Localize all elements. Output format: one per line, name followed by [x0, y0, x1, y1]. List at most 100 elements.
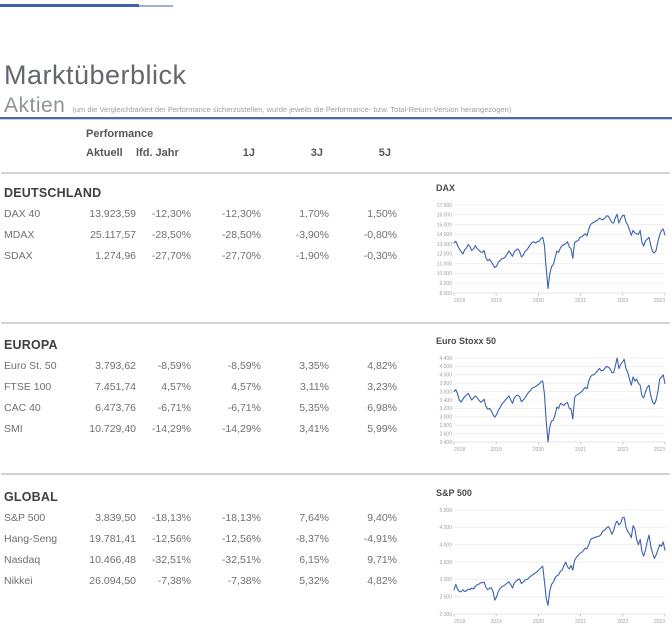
svg-text:3.200: 3.200	[439, 406, 452, 412]
cell-value: 7.451,74	[95, 381, 136, 393]
cell-value: 9,71%	[367, 554, 397, 566]
svg-text:2022: 2022	[617, 298, 628, 304]
svg-text:2021: 2021	[575, 447, 586, 453]
cell-value: 3,11%	[300, 381, 329, 393]
table-row: MDAX 25.117,57 -28,50% -28,50% -3,90% -0,80%	[4, 229, 404, 250]
index-label: Euro St. 50	[4, 360, 57, 372]
column-header-5j: 5J	[378, 147, 391, 159]
svg-text:17.000: 17.000	[437, 203, 453, 209]
header-accent-bar	[0, 4, 139, 7]
svg-text:2.000: 2.000	[439, 612, 452, 618]
cell-value: 13.923,59	[89, 208, 136, 220]
svg-text:2023: 2023	[654, 447, 665, 453]
chart-title-dax: DAX	[436, 183, 456, 193]
table-row: SDAX 1.274,96 -27,70% -27,70% -1,90% -0,30%	[4, 250, 404, 271]
cell-value: -4,91%	[363, 533, 397, 545]
cell-value: -12,56%	[221, 533, 261, 545]
table-row: Hang-Seng 19.781,41 -12,56% -12,56% -8,37% -4…	[4, 533, 404, 554]
svg-text:9.000: 9.000	[439, 281, 452, 287]
cell-value: 3.793,62	[95, 360, 136, 372]
header-accent-bar-light	[139, 5, 173, 7]
chart-line	[453, 516, 666, 606]
index-label: CAC 40	[4, 402, 41, 414]
index-label: FTSE 100	[4, 381, 52, 393]
cell-value: -8,59%	[157, 360, 191, 372]
divider	[1, 322, 670, 324]
section-note: (um die Vergleichbarkeit der Performance…	[72, 105, 512, 114]
cell-value: 1.274,96	[95, 250, 136, 262]
table-row: SMI 10.729,40 -14,29% -14,29% 3,41% 5,99%	[4, 423, 404, 444]
cell-value: 10.466,48	[89, 554, 136, 566]
cell-value: 4,57%	[161, 381, 191, 393]
euro-stoxx-line-chart: 4.400 4.200 4.000 3.800 3.600 3.400 3.200 3.000…	[439, 356, 666, 453]
cell-value: 4,57%	[231, 381, 261, 393]
cell-value: -0,30%	[363, 250, 397, 262]
cell-value: 1,70%	[299, 208, 329, 220]
cell-value: -7,38%	[157, 575, 191, 587]
svg-text:4.500: 4.500	[439, 525, 452, 531]
cell-value: -12,30%	[151, 208, 191, 220]
svg-text:15.000: 15.000	[437, 222, 453, 228]
index-label: S&P 500	[4, 512, 46, 524]
svg-text:2022: 2022	[617, 447, 628, 453]
svg-text:2020: 2020	[533, 298, 544, 304]
cell-value: 6.473,76	[95, 402, 136, 414]
svg-text:5.000: 5.000	[439, 508, 452, 514]
column-header-lfd-jahr: lfd. Jahr	[136, 147, 179, 159]
column-header-aktuell: Aktuell	[86, 147, 123, 159]
cell-value: -1,90%	[295, 250, 329, 262]
cell-value: 3,41%	[299, 423, 329, 435]
svg-text:4.000: 4.000	[439, 542, 452, 548]
svg-text:4.000: 4.000	[439, 373, 452, 379]
svg-text:3.000: 3.000	[439, 577, 452, 583]
column-header-1j: 1J	[242, 147, 255, 159]
table-row: FTSE 100 7.451,74 4,57% 4,57% 3,11% 3,23%	[4, 381, 404, 402]
index-label: Nikkei	[4, 575, 33, 587]
table-row: CAC 40 6.473,76 -6,71% -6,71% 5,35% 6,98%	[4, 402, 404, 423]
svg-text:10.000: 10.000	[437, 271, 453, 277]
chart-dax: DAX 17.000 16.000 15.000 14.000 13.000 12.000…	[436, 183, 668, 305]
svg-text:3.500: 3.500	[439, 560, 452, 566]
svg-text:3.600: 3.600	[439, 389, 452, 395]
cell-value: -7,38%	[227, 575, 261, 587]
svg-text:2019: 2019	[491, 619, 502, 625]
table-row: DAX 40 13.923,59 -12,30% -12,30% 1,70% 1,50%	[4, 208, 404, 229]
table-row: Euro St. 50 3.793,62 -8,59% -8,59% 3,35% 4,82…	[4, 360, 404, 381]
group-header-performance: Performance	[86, 128, 154, 140]
svg-text:11.000: 11.000	[437, 261, 452, 267]
cell-value: -32,51%	[151, 554, 191, 566]
cell-value: -8,59%	[227, 360, 261, 372]
cell-value: 6,15%	[299, 554, 329, 566]
table-row: Nikkei 26.094,50 -7,38% -7,38% 5,32% 4,82%	[4, 575, 404, 596]
svg-text:2021: 2021	[575, 298, 586, 304]
cell-value: 3,23%	[367, 381, 397, 393]
index-label: MDAX	[4, 229, 35, 241]
section-name: GLOBAL	[4, 490, 58, 504]
svg-text:2020: 2020	[533, 447, 544, 453]
cell-value: 7,64%	[299, 512, 329, 524]
cell-value: -8,37%	[295, 533, 329, 545]
svg-text:2021: 2021	[575, 619, 586, 625]
dax-line-chart: 17.000 16.000 15.000 14.000 13.000 12.000 11.0…	[437, 203, 666, 304]
svg-text:8.000: 8.000	[439, 291, 452, 297]
svg-text:4.200: 4.200	[439, 364, 452, 370]
svg-text:4.400: 4.400	[439, 356, 452, 362]
cell-value: -12,56%	[151, 533, 191, 545]
table-row: Nasdaq 10.466,48 -32,51% -32,51% 6,15% 9,71%	[4, 554, 404, 575]
cell-value: 10.729,40	[89, 423, 136, 435]
svg-text:3.800: 3.800	[439, 381, 452, 387]
svg-text:2023: 2023	[654, 619, 665, 625]
cell-value: 25.117,57	[90, 229, 136, 241]
svg-text:2023: 2023	[654, 298, 665, 304]
cell-value: 4,82%	[367, 360, 397, 372]
cell-value: -27,70%	[221, 250, 261, 262]
section-name: EUROPA	[4, 338, 58, 352]
table-row: S&P 500 3.839,50 -18,13% -18,13% 7,64% 9,40%	[4, 512, 404, 533]
svg-text:2020: 2020	[533, 619, 544, 625]
cell-value: -27,70%	[151, 250, 191, 262]
chart-euro-stoxx-50: Euro Stoxx 50 4.400 4.200 4.000 3.800 3.600 3…	[436, 336, 668, 454]
cell-value: 6,98%	[367, 402, 397, 414]
svg-text:2.600: 2.600	[439, 431, 452, 437]
divider	[1, 172, 670, 174]
